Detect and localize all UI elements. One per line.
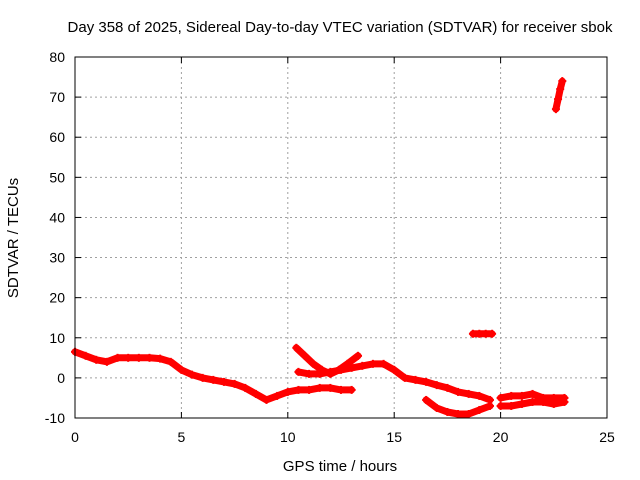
y-tick-label: 70 bbox=[49, 89, 65, 105]
series-band-track-8 bbox=[552, 77, 566, 113]
data-point bbox=[354, 351, 363, 360]
data-point bbox=[551, 105, 560, 114]
data-point bbox=[134, 353, 143, 362]
data-point bbox=[241, 383, 250, 392]
y-tick-label: 0 bbox=[57, 370, 65, 386]
data-point bbox=[390, 365, 399, 374]
x-tick-label: 20 bbox=[493, 429, 509, 445]
data-point bbox=[488, 329, 497, 338]
data-point bbox=[411, 375, 420, 384]
data-point bbox=[432, 381, 441, 390]
data-point bbox=[315, 369, 324, 378]
y-tick-label: 50 bbox=[49, 169, 65, 185]
data-point bbox=[368, 359, 377, 368]
y-tick-label: 60 bbox=[49, 129, 65, 145]
data-point bbox=[198, 373, 207, 382]
data-marks bbox=[71, 77, 569, 418]
data-point bbox=[464, 389, 473, 398]
data-point bbox=[145, 353, 154, 362]
data-point bbox=[315, 383, 324, 392]
axis-ticks: 0 5 10 15 20 25 -10 0 10 20 30 40 50 60 70 80 bbox=[45, 49, 615, 445]
x-tick-label: 15 bbox=[386, 429, 402, 445]
plot-frame bbox=[74, 56, 608, 419]
data-point bbox=[496, 393, 505, 402]
data-point bbox=[337, 385, 345, 394]
data-point bbox=[347, 385, 356, 394]
data-point bbox=[326, 367, 335, 376]
x-tick-label: 25 bbox=[599, 429, 615, 445]
data-point bbox=[292, 343, 301, 352]
data-point bbox=[309, 359, 318, 368]
data-point bbox=[556, 85, 565, 94]
data-point bbox=[454, 387, 463, 396]
data-point bbox=[400, 373, 409, 382]
y-tick-label: 80 bbox=[49, 49, 65, 65]
data-point bbox=[177, 365, 186, 374]
data-point bbox=[326, 383, 335, 392]
data-point bbox=[283, 387, 292, 396]
data-point bbox=[273, 391, 282, 400]
data-point bbox=[528, 389, 537, 398]
data-point bbox=[102, 357, 111, 366]
y-tick-label: 10 bbox=[49, 330, 65, 346]
y-tick-label: -10 bbox=[45, 410, 65, 426]
data-point bbox=[475, 405, 484, 414]
y-tick-label: 20 bbox=[49, 290, 65, 306]
data-point bbox=[305, 385, 314, 394]
data-point bbox=[549, 393, 558, 402]
x-tick-label: 10 bbox=[280, 429, 296, 445]
data-point bbox=[156, 354, 165, 363]
data-point bbox=[432, 403, 441, 412]
data-point bbox=[230, 379, 239, 388]
data-point bbox=[81, 351, 90, 360]
grid-lines bbox=[75, 57, 607, 418]
data-point bbox=[560, 393, 569, 402]
data-point bbox=[517, 399, 526, 408]
data-point bbox=[305, 369, 314, 378]
data-point bbox=[558, 77, 567, 86]
data-point bbox=[188, 370, 197, 379]
y-tick-label: 40 bbox=[49, 209, 65, 225]
chart-title: Day 358 of 2025, Sidereal Day-to-day VTE… bbox=[68, 19, 613, 36]
data-point bbox=[528, 397, 537, 406]
data-point bbox=[554, 95, 563, 104]
data-point bbox=[422, 377, 431, 386]
x-tick-label: 5 bbox=[178, 429, 186, 445]
data-point bbox=[337, 365, 345, 374]
data-point bbox=[454, 409, 463, 418]
data-point bbox=[294, 385, 303, 394]
data-point bbox=[475, 391, 484, 400]
y-tick-label: 30 bbox=[49, 250, 65, 266]
data-point bbox=[262, 395, 271, 404]
y-axis-label: SDTVAR / TECUs bbox=[5, 178, 22, 298]
data-point bbox=[113, 353, 122, 362]
data-point bbox=[464, 409, 473, 418]
data-point bbox=[219, 377, 228, 386]
data-point bbox=[517, 391, 526, 400]
data-point bbox=[539, 393, 548, 402]
x-tick-label: 0 bbox=[71, 429, 79, 445]
data-point bbox=[507, 401, 516, 410]
data-point bbox=[294, 367, 303, 376]
data-point bbox=[485, 401, 494, 410]
x-axis-label: GPS time / hours bbox=[283, 458, 397, 475]
data-point bbox=[124, 353, 133, 362]
data-point bbox=[209, 375, 218, 384]
data-point bbox=[507, 391, 516, 400]
data-point bbox=[358, 361, 367, 370]
data-point bbox=[443, 407, 452, 416]
data-point bbox=[422, 395, 431, 404]
data-point bbox=[379, 359, 388, 368]
data-point bbox=[251, 389, 260, 398]
data-point bbox=[443, 383, 452, 392]
data-point bbox=[347, 363, 356, 372]
data-point bbox=[166, 357, 175, 366]
data-point bbox=[92, 355, 101, 364]
data-point bbox=[496, 401, 505, 410]
data-point bbox=[300, 351, 309, 360]
